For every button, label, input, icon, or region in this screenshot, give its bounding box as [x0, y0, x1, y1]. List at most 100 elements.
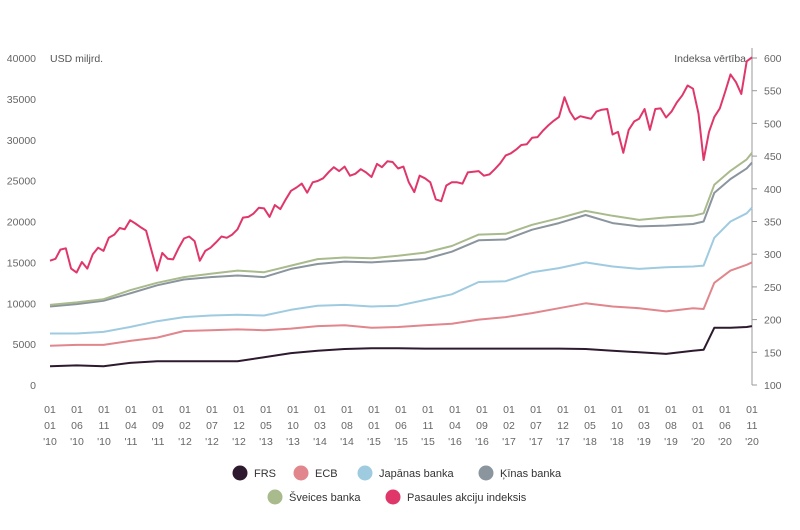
x-tick-line: '13	[259, 436, 273, 448]
left-tick-label: 20000	[7, 217, 36, 229]
x-tick-label: 01 07 '12	[205, 404, 219, 448]
x-tick-label: 01 01 '20	[691, 404, 705, 448]
right-tick-label: 500	[764, 118, 782, 130]
legend-item: ECB	[293, 465, 338, 481]
x-tick-line: '19	[664, 436, 678, 448]
x-tick-line: 01	[692, 404, 704, 416]
x-tick-line: 01	[233, 404, 245, 416]
x-tick-label: 01 04 '16	[448, 404, 462, 448]
x-tick-line: 06	[719, 420, 731, 432]
legend-item: Šveices banka	[267, 489, 361, 505]
x-tick-label: 01 02 '17	[502, 404, 516, 448]
x-tick-line: '14	[313, 436, 327, 448]
legend-item: Pasaules akciju indeksis	[385, 489, 527, 505]
x-tick-line: 01	[368, 404, 380, 416]
x-tick-line: 06	[71, 420, 83, 432]
x-tick-label: 01 08 '14	[340, 404, 354, 448]
x-tick-line: '20	[691, 436, 705, 448]
left-tick-label: 30000	[7, 135, 36, 147]
x-tick-line: '15	[367, 436, 381, 448]
x-tick-label: 01 11 '20	[745, 404, 759, 448]
right-tick-label: 450	[764, 151, 782, 163]
right-tick-label: 400	[764, 184, 782, 196]
x-tick-line: '16	[475, 436, 489, 448]
x-tick-label: 01 06 '10	[70, 404, 84, 448]
right-tick-label: 150	[764, 347, 782, 359]
x-tick-line: 01	[341, 404, 353, 416]
x-tick-line: '19	[637, 436, 651, 448]
x-tick-line: 01	[152, 404, 164, 416]
x-tick-line: 03	[638, 420, 650, 432]
x-tick-line: 01	[314, 404, 326, 416]
x-tick-label: 01 09 '16	[475, 404, 489, 448]
legend-item: Ķīnas banka	[478, 465, 562, 481]
x-tick-line: 01	[125, 404, 137, 416]
x-tick-line: '10	[97, 436, 111, 448]
legend-label: Pasaules akciju indeksis	[407, 492, 527, 504]
x-tick-line: '10	[43, 436, 57, 448]
x-tick-line: '17	[502, 436, 516, 448]
x-tick-line: '17	[529, 436, 543, 448]
x-tick-line: 01	[584, 404, 596, 416]
legend-label: ECB	[315, 468, 338, 480]
x-tick-line: 01	[665, 404, 677, 416]
right-tick-label: 550	[764, 86, 782, 98]
x-tick-label: 01 02 '12	[178, 404, 192, 448]
x-tick-line: 11	[747, 420, 758, 432]
x-tick-label: 01 01 '10	[43, 404, 57, 448]
x-tick-line: 09	[476, 420, 488, 432]
x-tick-line: '12	[178, 436, 192, 448]
x-tick-line: 01	[503, 404, 515, 416]
series-line-ecb	[49, 261, 753, 347]
x-tick-label: 01 06 '20	[718, 404, 732, 448]
x-tick-label: 01 10 '18	[610, 404, 624, 448]
x-tick-line: '16	[448, 436, 462, 448]
left-tick-label: 0	[30, 380, 36, 392]
x-tick-label: 01 08 '19	[664, 404, 678, 448]
x-tick-label: 01 11 '15	[421, 404, 435, 448]
x-tick-line: 01	[449, 404, 461, 416]
x-tick-line: 01	[260, 404, 272, 416]
x-tick-label: 01 10 '13	[286, 404, 300, 448]
x-tick-line: 05	[584, 420, 596, 432]
x-tick-line: 06	[395, 420, 407, 432]
x-tick-line: 01	[611, 404, 623, 416]
x-tick-line: 02	[503, 420, 515, 432]
x-tick-line: '17	[556, 436, 570, 448]
legend-label: Japānas banka	[379, 468, 454, 480]
series-line-frs	[49, 325, 753, 368]
x-tick-label: 01 12 '12	[232, 404, 246, 448]
left-tick-label: 35000	[7, 94, 36, 106]
x-tick-line: '18	[583, 436, 597, 448]
x-axis: 01 01 '10 01 06 '10 01 11 '10 01 04 '11 01 09 '11 01 02 '…	[43, 404, 759, 448]
right-tick-label: 200	[764, 315, 782, 327]
x-tick-label: 01 05 '13	[259, 404, 273, 448]
x-tick-line: 01	[692, 420, 704, 432]
x-tick-line: 01	[476, 404, 488, 416]
legend-label: Šveices banka	[289, 491, 361, 504]
series-line-jap-nas-banka	[50, 206, 753, 335]
x-tick-line: 05	[260, 420, 272, 432]
x-tick-line: '13	[286, 436, 300, 448]
x-tick-line: 01	[368, 420, 380, 432]
x-tick-line: 07	[206, 420, 218, 432]
legend-label: Ķīnas banka	[500, 468, 562, 480]
right-tick-label: 350	[764, 217, 782, 229]
legend-label: FRS	[254, 468, 276, 480]
x-tick-line: 01	[422, 404, 434, 416]
right-tick-label: 100	[764, 380, 782, 392]
x-tick-line: '11	[125, 436, 138, 448]
x-tick-line: 09	[152, 420, 164, 432]
x-tick-label: 01 05 '18	[583, 404, 597, 448]
legend-swatch	[267, 489, 283, 505]
x-tick-label: 01 03 '14	[313, 404, 327, 448]
x-tick-label: 01 12 '17	[556, 404, 570, 448]
right-tick-label: 250	[764, 282, 782, 294]
x-tick-line: '11	[152, 436, 165, 448]
x-tick-label: 01 09 '11	[152, 404, 165, 448]
right-tick-label: 600	[764, 53, 782, 65]
x-tick-label: 01 07 '17	[529, 404, 543, 448]
x-tick-line: '10	[70, 436, 84, 448]
left-tick-label: 25000	[7, 176, 36, 188]
